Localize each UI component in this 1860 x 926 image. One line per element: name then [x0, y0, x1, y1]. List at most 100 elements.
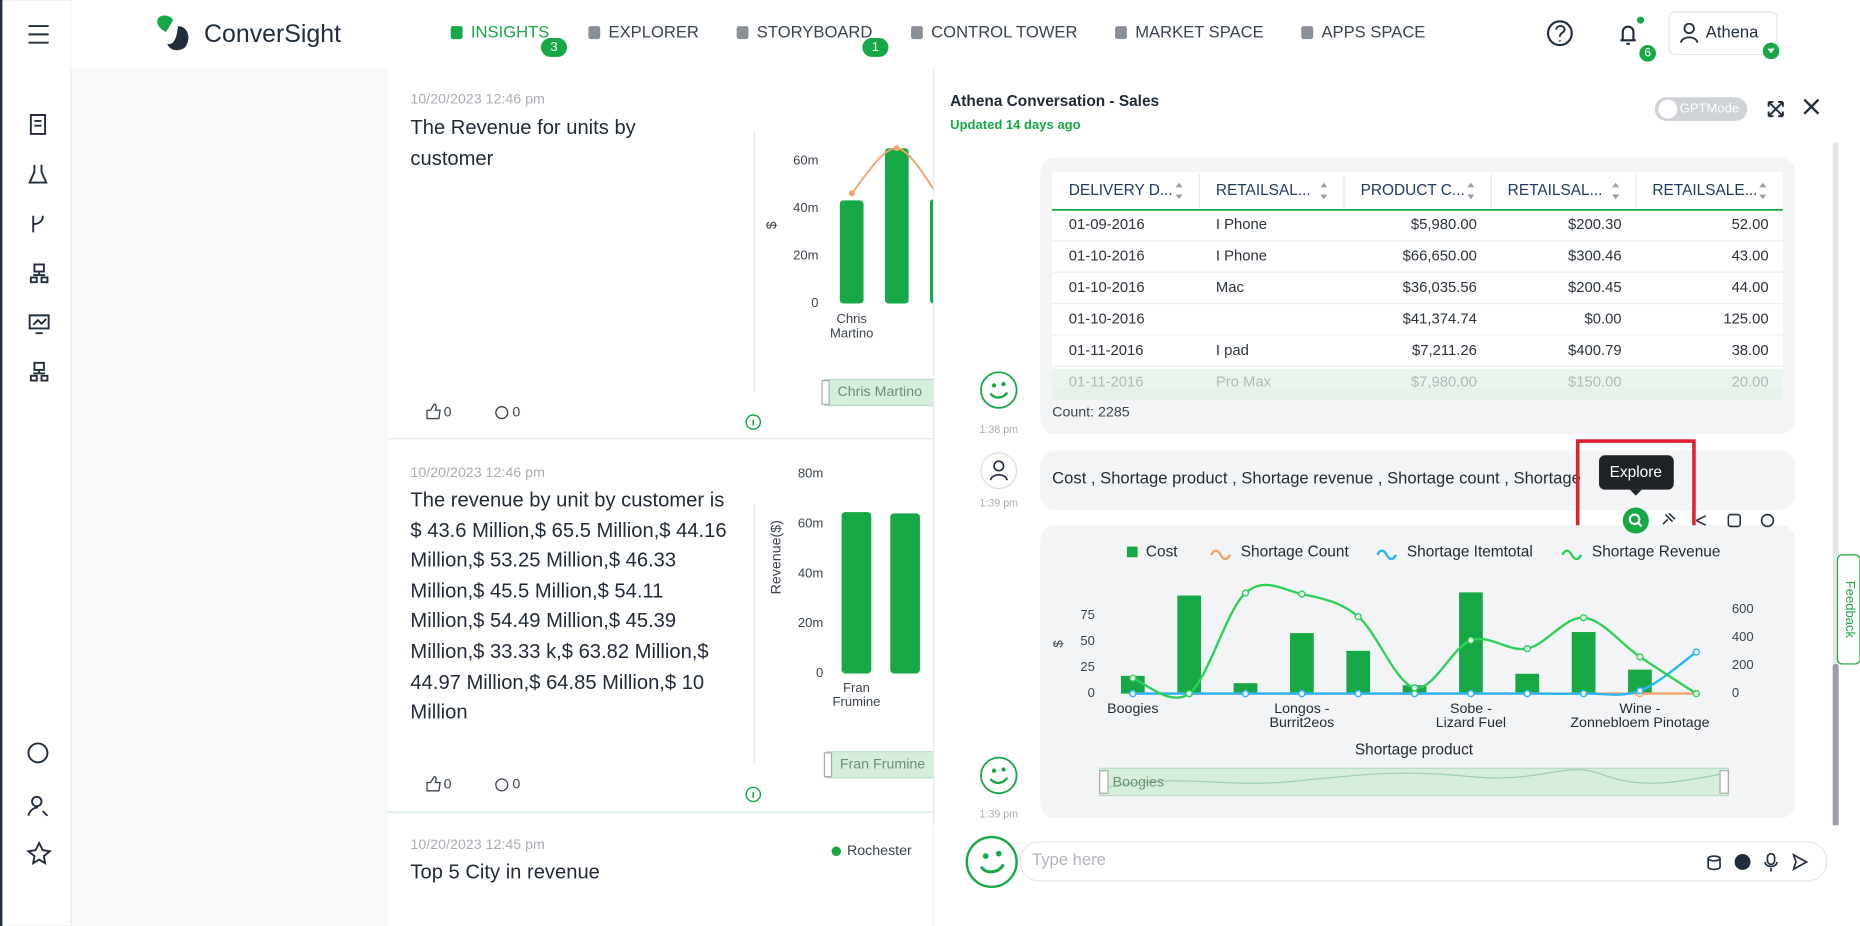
- comment-icon[interactable]: [495, 406, 509, 420]
- legend-marker: [1376, 549, 1398, 561]
- feedback-tab[interactable]: [1836, 554, 1860, 665]
- info-icon[interactable]: [745, 414, 762, 430]
- legend-label[interactable]: Shortage Revenue: [1592, 544, 1721, 561]
- y2-tick-label: 400: [1732, 629, 1754, 644]
- info-icon[interactable]: [745, 786, 762, 803]
- slider-handle[interactable]: [1099, 770, 1109, 794]
- y2-tick-label: 200: [1732, 657, 1754, 672]
- icon[interactable]: [29, 114, 47, 135]
- icon[interactable]: [29, 361, 49, 382]
- db-icon[interactable]: [1707, 858, 1721, 871]
- chat-input[interactable]: [1019, 841, 1828, 882]
- column-header[interactable]: RETAILSALE...: [1652, 182, 1757, 199]
- point: [1410, 684, 1419, 692]
- nav-tab[interactable]: STORYBOARD: [757, 23, 873, 42]
- x-tick-label: Longos -Burrit2eos: [1269, 701, 1334, 731]
- legend-label[interactable]: Cost: [1146, 544, 1178, 561]
- column-header[interactable]: PRODUCT C...: [1361, 182, 1465, 199]
- expand-icon[interactable]: [1767, 101, 1784, 118]
- help-icon[interactable]: [1734, 854, 1751, 870]
- point: [1185, 689, 1193, 698]
- range-slider[interactable]: [823, 378, 938, 407]
- point: [1129, 674, 1137, 682]
- point: [1298, 590, 1306, 598]
- slider-handle[interactable]: [1719, 770, 1729, 794]
- table-cell: $200.45: [1568, 280, 1622, 296]
- like-icon[interactable]: [426, 403, 441, 420]
- user-menu[interactable]: [1668, 11, 1778, 56]
- legend-marker: [1126, 546, 1138, 558]
- gpt-toggle[interactable]: [1654, 97, 1748, 121]
- sidebar: [0, 0, 72, 926]
- point: [1692, 648, 1700, 656]
- mini-chart: 0 20m 40m 60m 80m Revenue($) Fran Frumine Fran F…: [769, 466, 938, 779]
- user-name: Athena: [1706, 23, 1759, 42]
- chart-card: [1040, 525, 1795, 819]
- table-cell: $7,211.26: [1412, 343, 1477, 359]
- comment-icon[interactable]: [495, 778, 509, 792]
- icon[interactable]: [29, 263, 49, 284]
- like-icon[interactable]: [426, 775, 441, 792]
- point: [848, 190, 855, 197]
- explore-button[interactable]: [1622, 507, 1649, 534]
- icon[interactable]: [32, 215, 44, 233]
- nav-tab[interactable]: APPS SPACE: [1321, 23, 1425, 42]
- caret: [1767, 48, 1775, 54]
- legend-label[interactable]: Shortage Count: [1241, 544, 1350, 561]
- card-title: The revenue by unit by customer is $ 43.…: [410, 488, 727, 724]
- close-icon[interactable]: [1803, 98, 1820, 115]
- nav-tab[interactable]: CONTROL TOWER: [931, 23, 1077, 42]
- mic-icon[interactable]: [1766, 852, 1776, 866]
- help-icon[interactable]: [1546, 20, 1573, 47]
- view-icon[interactable]: [1760, 513, 1775, 528]
- icon[interactable]: [27, 806, 49, 817]
- table-cell: 20.00: [1732, 374, 1769, 390]
- slider-handle[interactable]: [821, 380, 830, 405]
- nav-tab[interactable]: MARKET SPACE: [1135, 23, 1264, 42]
- x-tick-label: Fran Frumine: [833, 680, 881, 709]
- nav-tab[interactable]: EXPLORER: [609, 23, 699, 42]
- comment-count: 0: [512, 777, 520, 793]
- icon[interactable]: [31, 795, 43, 808]
- pin-icon[interactable]: [1662, 512, 1676, 525]
- column-header[interactable]: DELIVERY D...: [1069, 182, 1173, 199]
- panel-title: Athena Conversation - Sales: [950, 93, 1159, 110]
- search-icon: [1628, 513, 1641, 526]
- notification-dot: [1636, 16, 1645, 24]
- x-tick-label: Sobe -Lizard Fuel: [1436, 701, 1506, 731]
- x-axis-label: Shortage product: [1355, 742, 1474, 759]
- sort-icon: [1467, 182, 1475, 200]
- slider-handle[interactable]: [823, 752, 833, 778]
- icon[interactable]: [26, 840, 53, 866]
- y2-tick-label: 600: [1732, 601, 1754, 616]
- tab-badge-count: 1: [872, 39, 879, 54]
- column-header[interactable]: RETAILSAL...: [1508, 182, 1603, 199]
- tooltip-text: Explore: [1610, 464, 1662, 481]
- fade: [1052, 368, 1783, 400]
- legend-marker: [1210, 549, 1232, 561]
- icon[interactable]: [28, 314, 50, 335]
- legend-label[interactable]: Shortage Itemtotal: [1407, 544, 1533, 561]
- tab-icon: [588, 26, 601, 40]
- table-count: Count: 2285: [1052, 404, 1130, 420]
- mic-icon[interactable]: [1764, 861, 1778, 872]
- nav-tab[interactable]: INSIGHTS: [471, 23, 549, 42]
- legend-dot: [831, 846, 842, 857]
- table-cell: I Phone: [1216, 217, 1267, 233]
- send-icon[interactable]: [1792, 853, 1809, 871]
- toggle-knob: [1658, 99, 1678, 119]
- icon[interactable]: [27, 742, 49, 764]
- point: [1410, 689, 1419, 698]
- slider-label: Chris Martino: [837, 384, 922, 400]
- bar: [841, 512, 872, 674]
- y-tick-label: 75: [1080, 607, 1095, 622]
- share-icon[interactable]: [1695, 515, 1707, 526]
- point: [1523, 644, 1531, 653]
- menu-icon[interactable]: [28, 25, 49, 44]
- icon[interactable]: [28, 164, 48, 184]
- bell-icon[interactable]: [1620, 25, 1636, 45]
- column-header[interactable]: RETAILSAL...: [1216, 182, 1311, 199]
- scroll-thumb[interactable]: [1832, 663, 1839, 830]
- copy-icon[interactable]: [1727, 513, 1741, 528]
